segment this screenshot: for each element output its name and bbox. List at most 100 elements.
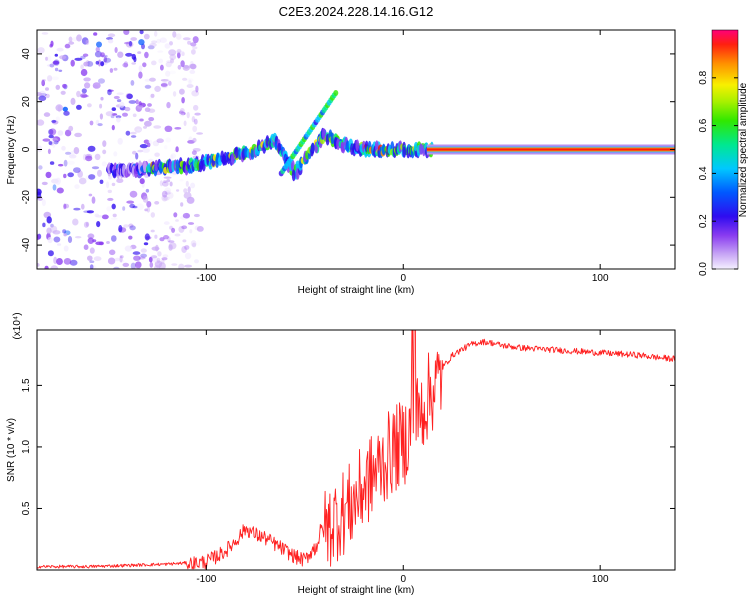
noise-blob bbox=[188, 136, 193, 144]
noise-blob bbox=[119, 255, 123, 263]
y-tick-label: 20 bbox=[21, 96, 32, 108]
noise-blob bbox=[180, 202, 184, 207]
noise-blob bbox=[172, 91, 177, 97]
noise-blob bbox=[107, 189, 113, 194]
noise-blob bbox=[111, 124, 115, 131]
noise-blob bbox=[144, 233, 150, 241]
y-tick-label: 40 bbox=[21, 48, 32, 60]
noise-blob bbox=[176, 50, 185, 54]
noise-blob bbox=[128, 223, 134, 228]
noise-blob bbox=[95, 60, 100, 65]
noise-blob bbox=[165, 70, 171, 77]
noise-blob bbox=[111, 203, 116, 210]
noise-blob bbox=[96, 41, 102, 48]
noise-blob bbox=[146, 206, 150, 213]
noise-blob bbox=[106, 37, 113, 40]
noise-blob bbox=[63, 159, 68, 167]
noise-blob bbox=[128, 100, 137, 104]
noise-blob bbox=[98, 78, 105, 84]
noise-blob bbox=[182, 212, 190, 219]
noise-blob bbox=[174, 127, 182, 130]
noise-blob bbox=[153, 265, 161, 269]
noise-blob bbox=[73, 147, 80, 155]
noise-blob bbox=[43, 112, 51, 117]
noise-blob bbox=[162, 181, 169, 187]
noise-blob bbox=[187, 40, 192, 45]
noise-blob bbox=[77, 170, 83, 178]
noise-blob bbox=[183, 120, 187, 127]
noise-blob bbox=[37, 47, 45, 54]
noise-blob bbox=[192, 242, 197, 248]
noise-blob bbox=[187, 186, 191, 193]
noise-blob bbox=[126, 93, 133, 100]
noise-blob bbox=[143, 242, 149, 246]
noise-blob bbox=[177, 51, 181, 59]
noise-blob bbox=[156, 38, 162, 44]
noise-blob bbox=[188, 63, 195, 69]
noise-blob bbox=[50, 137, 59, 143]
y-tick-label: 1.5 bbox=[21, 378, 32, 392]
noise-blob bbox=[81, 88, 87, 94]
noise-blob bbox=[163, 196, 170, 201]
noise-blob bbox=[68, 125, 74, 132]
noise-blob bbox=[165, 190, 171, 196]
noise-blob bbox=[60, 90, 66, 95]
noise-blob bbox=[92, 239, 97, 243]
noise-blob bbox=[45, 87, 49, 91]
noise-blob bbox=[130, 37, 137, 41]
noise-blob bbox=[140, 253, 148, 258]
noise-blob bbox=[186, 111, 190, 119]
noise-blob bbox=[74, 57, 83, 61]
noise-blob bbox=[164, 187, 172, 195]
noise-blob bbox=[195, 85, 199, 93]
noise-blob bbox=[87, 103, 92, 108]
noise-blob bbox=[110, 217, 118, 220]
colorbar-tick-label: 0.0 bbox=[698, 262, 709, 276]
ridge-blob bbox=[336, 138, 340, 151]
noise-blob bbox=[189, 69, 196, 74]
noise-blob bbox=[70, 150, 75, 157]
noise-blob bbox=[45, 171, 52, 179]
ridge-blob bbox=[322, 128, 326, 141]
noise-blob bbox=[122, 206, 126, 211]
noise-blob bbox=[165, 137, 171, 143]
noise-blob bbox=[117, 51, 124, 58]
noise-blob bbox=[122, 112, 128, 117]
noise-blob bbox=[87, 237, 95, 244]
noise-blob bbox=[53, 140, 59, 145]
noise-blob bbox=[163, 221, 170, 225]
noise-blob bbox=[54, 53, 58, 57]
noise-blob bbox=[51, 119, 57, 123]
noise-blob bbox=[106, 241, 110, 244]
snr-frame bbox=[36, 329, 676, 571]
snr-axes: -100 0 100 0.5 1.0 1.5 bbox=[21, 330, 675, 585]
noise-blob bbox=[126, 200, 135, 204]
noise-blob bbox=[139, 30, 144, 35]
noise-blob bbox=[87, 255, 93, 261]
noise-blob bbox=[41, 80, 45, 87]
noise-blob bbox=[147, 103, 152, 107]
ridge-blob bbox=[341, 141, 346, 154]
noise-blob bbox=[191, 150, 197, 155]
noise-blob bbox=[91, 196, 96, 204]
noise-blob bbox=[62, 83, 67, 89]
noise-blob bbox=[164, 125, 173, 132]
noise-blob bbox=[145, 85, 153, 89]
noise-blob bbox=[56, 258, 63, 265]
noise-blob bbox=[158, 58, 164, 64]
noise-blob bbox=[94, 213, 100, 218]
noise-blob bbox=[150, 229, 155, 233]
branch-blob bbox=[333, 90, 339, 96]
noise-blob bbox=[149, 77, 156, 82]
noise-blob bbox=[37, 142, 40, 147]
ridge-blob bbox=[381, 143, 386, 156]
noise-blob bbox=[113, 95, 120, 100]
noise-blob bbox=[175, 146, 179, 153]
noise-blob bbox=[179, 112, 185, 117]
noise-blob bbox=[67, 160, 75, 165]
noise-blob bbox=[153, 125, 162, 129]
noise-blob bbox=[193, 104, 199, 111]
noise-blob bbox=[123, 224, 129, 228]
noise-blob bbox=[63, 258, 72, 265]
noise-blob bbox=[161, 257, 168, 261]
